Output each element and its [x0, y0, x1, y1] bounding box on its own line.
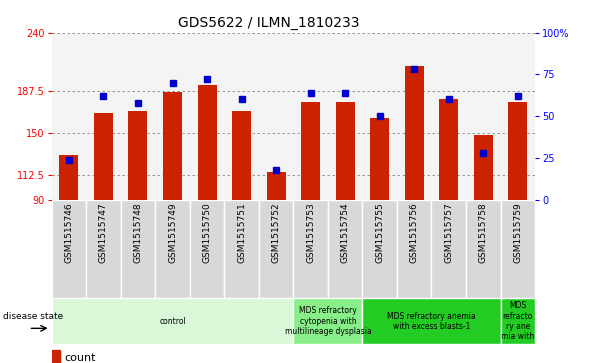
FancyBboxPatch shape — [500, 298, 535, 344]
FancyBboxPatch shape — [362, 200, 397, 298]
FancyBboxPatch shape — [432, 200, 466, 298]
Bar — [336, 102, 354, 200]
Bar — [474, 135, 492, 200]
FancyBboxPatch shape — [259, 200, 293, 298]
FancyBboxPatch shape — [155, 200, 190, 298]
FancyBboxPatch shape — [52, 298, 293, 344]
Bar — [405, 66, 424, 200]
FancyBboxPatch shape — [121, 200, 155, 298]
Bar — [508, 102, 527, 200]
Bar — [232, 111, 251, 200]
Text: GSM1515748: GSM1515748 — [134, 203, 142, 263]
Bar — [94, 113, 113, 200]
Text: GSM1515757: GSM1515757 — [444, 203, 453, 263]
FancyBboxPatch shape — [397, 200, 432, 298]
Text: GSM1515759: GSM1515759 — [513, 203, 522, 263]
Title: GDS5622 / ILMN_1810233: GDS5622 / ILMN_1810233 — [178, 16, 360, 30]
Bar — [266, 172, 286, 200]
Bar — [301, 102, 320, 200]
Bar — [52, 350, 60, 363]
Text: GSM1515756: GSM1515756 — [410, 203, 419, 263]
FancyBboxPatch shape — [293, 200, 328, 298]
FancyBboxPatch shape — [500, 200, 535, 298]
Text: MDS refractory anemia
with excess blasts-1: MDS refractory anemia with excess blasts… — [387, 311, 476, 331]
Text: GSM1515754: GSM1515754 — [340, 203, 350, 263]
Text: control: control — [159, 317, 186, 326]
FancyBboxPatch shape — [362, 298, 500, 344]
FancyBboxPatch shape — [190, 200, 224, 298]
FancyBboxPatch shape — [328, 200, 362, 298]
Bar — [198, 85, 216, 200]
Bar — [163, 92, 182, 200]
Text: MDS refractory
cytopenia with
multilineage dysplasia: MDS refractory cytopenia with multilinea… — [285, 306, 371, 336]
Text: GSM1515755: GSM1515755 — [375, 203, 384, 263]
Text: MDS
refracto
ry ane
mia with: MDS refracto ry ane mia with — [501, 301, 534, 341]
FancyBboxPatch shape — [224, 200, 259, 298]
Text: GSM1515747: GSM1515747 — [99, 203, 108, 263]
FancyBboxPatch shape — [52, 200, 86, 298]
Text: GSM1515749: GSM1515749 — [168, 203, 177, 263]
FancyBboxPatch shape — [293, 298, 362, 344]
Text: GSM1515753: GSM1515753 — [306, 203, 315, 263]
Text: GSM1515746: GSM1515746 — [64, 203, 74, 263]
Text: GSM1515750: GSM1515750 — [202, 203, 212, 263]
Bar — [370, 118, 389, 200]
Text: disease state: disease state — [2, 312, 63, 321]
Text: GSM1515758: GSM1515758 — [478, 203, 488, 263]
Bar — [60, 155, 78, 200]
Bar — [128, 111, 148, 200]
Text: count: count — [64, 352, 95, 363]
FancyBboxPatch shape — [86, 200, 121, 298]
Text: GSM1515752: GSM1515752 — [272, 203, 281, 263]
Text: GSM1515751: GSM1515751 — [237, 203, 246, 263]
Bar — [439, 99, 458, 200]
FancyBboxPatch shape — [466, 200, 500, 298]
